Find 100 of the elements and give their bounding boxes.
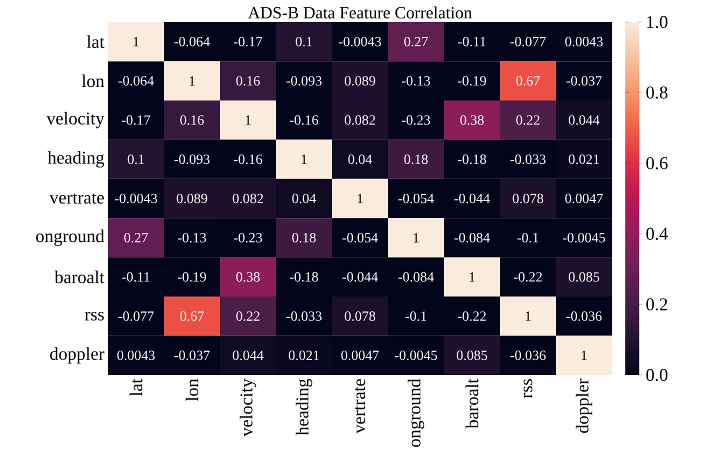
y-tick-label: onground <box>36 230 104 246</box>
data-label: -0.077 <box>510 36 546 46</box>
data-label: -0.1 <box>517 232 538 242</box>
data-label: 0.67 <box>180 311 204 321</box>
data-label: 1 <box>358 194 363 204</box>
data-label: -0.084 <box>398 272 434 282</box>
data-label: 0.67 <box>516 76 540 86</box>
color-bar-label: 0.8 <box>646 86 668 99</box>
data-label: -0.084 <box>454 232 490 242</box>
color-bar-label: 0.0 <box>646 368 668 382</box>
y-tick-label: heading <box>48 151 104 168</box>
data-label: -0.036 <box>566 311 602 321</box>
data-label: -0.054 <box>342 232 378 242</box>
data-label: 0.27 <box>404 36 428 46</box>
x-tick-label: heading <box>296 378 312 436</box>
x-tick-label: onground <box>408 378 424 447</box>
color-bar-label: 0.4 <box>646 228 668 240</box>
x-tick-label: lon <box>186 378 198 402</box>
data-label: -0.064 <box>118 76 154 86</box>
data-label: -0.037 <box>174 350 210 360</box>
data-label: 0.16 <box>180 115 204 125</box>
x-tick-label: velocity <box>240 378 256 437</box>
data-label: -0.0045 <box>562 232 606 242</box>
data-label: -0.17 <box>234 36 262 46</box>
data-label: 0.089 <box>344 76 376 86</box>
data-label: 0.082 <box>344 115 375 125</box>
data-label: -0.064 <box>174 36 210 46</box>
data-label: -0.036 <box>510 350 546 360</box>
data-label: -0.13 <box>178 232 206 242</box>
data-label: -0.033 <box>286 311 322 321</box>
data-label: -0.18 <box>290 272 318 282</box>
data-label: -0.19 <box>178 272 206 282</box>
data-label: -0.0043 <box>114 194 158 204</box>
x-tick-label: vertrate <box>354 379 366 434</box>
data-label: -0.17 <box>122 115 150 125</box>
data-label: -0.23 <box>402 115 430 125</box>
data-label: -0.054 <box>398 194 434 204</box>
data-label: 0.0043 <box>565 36 603 46</box>
data-label: 0.18 <box>404 154 428 164</box>
x-tick-label: baroalt <box>466 378 478 428</box>
data-label: 1 <box>302 154 307 164</box>
data-label: -0.16 <box>290 115 318 125</box>
data-label: 0.1 <box>128 154 144 164</box>
data-label: 0.16 <box>236 76 260 86</box>
data-label: 0.021 <box>568 154 599 164</box>
data-label: -0.22 <box>458 311 486 321</box>
data-label: 0.0047 <box>565 194 603 204</box>
data-label: 0.1 <box>296 36 312 46</box>
data-label: -0.0043 <box>338 36 382 46</box>
data-label: -0.18 <box>458 154 486 164</box>
y-tick-label: lon <box>82 74 104 88</box>
data-label: 0.082 <box>232 194 263 204</box>
data-label: 0.021 <box>288 350 319 360</box>
data-label: 1 <box>582 350 587 360</box>
data-label: -0.033 <box>510 154 546 164</box>
data-label: -0.1 <box>405 311 426 321</box>
data-label: 0.27 <box>124 232 148 242</box>
y-tick-label: velocity <box>46 112 104 128</box>
data-label: -0.044 <box>342 272 378 282</box>
data-label: 0.044 <box>568 115 600 125</box>
data-label: -0.11 <box>122 272 150 282</box>
data-label: -0.0045 <box>394 350 438 360</box>
data-label: 1 <box>246 115 251 125</box>
data-label: 0.078 <box>344 311 376 321</box>
y-tick-label: vertrate <box>50 193 104 204</box>
data-label: -0.093 <box>286 76 322 86</box>
data-label: 0.089 <box>176 194 208 204</box>
data-label: 0.044 <box>232 350 264 360</box>
data-label: -0.16 <box>234 154 262 164</box>
x-tick-label: rss <box>524 379 532 398</box>
data-label: 0.22 <box>236 311 260 321</box>
y-tick-label: doppler <box>50 347 104 364</box>
data-label: -0.077 <box>118 311 154 321</box>
y-tick-label: lat <box>86 35 104 48</box>
data-label: 0.078 <box>512 194 544 204</box>
data-label: -0.23 <box>234 232 262 242</box>
data-label: 0.38 <box>460 115 484 125</box>
data-label: 0.04 <box>292 194 316 204</box>
data-label: -0.19 <box>458 76 486 86</box>
data-label: 0.04 <box>348 154 372 164</box>
data-label: 1 <box>134 36 139 46</box>
x-tick-label: lat <box>130 378 142 396</box>
data-label: 0.085 <box>568 272 600 282</box>
data-label: 0.38 <box>236 272 260 282</box>
data-label: -0.22 <box>514 272 542 282</box>
data-label: -0.093 <box>174 154 210 164</box>
data-label: 0.22 <box>516 115 540 125</box>
x-tick-label: doppler <box>576 378 592 433</box>
color-bar-label: 0.6 <box>646 157 668 170</box>
data-label: 0.0047 <box>341 350 379 360</box>
data-label: -0.11 <box>458 36 486 46</box>
data-label: -0.037 <box>566 76 602 86</box>
data-label: 1 <box>190 76 195 86</box>
y-tick-label: rss <box>84 312 104 320</box>
chart-title: ADS-B Data Feature Correlation <box>248 6 472 18</box>
data-label: 0.0043 <box>117 350 155 360</box>
data-label: 1 <box>526 312 531 321</box>
data-label: 0.085 <box>456 350 488 360</box>
data-label: 1 <box>470 272 475 282</box>
data-label: -0.13 <box>402 76 430 86</box>
